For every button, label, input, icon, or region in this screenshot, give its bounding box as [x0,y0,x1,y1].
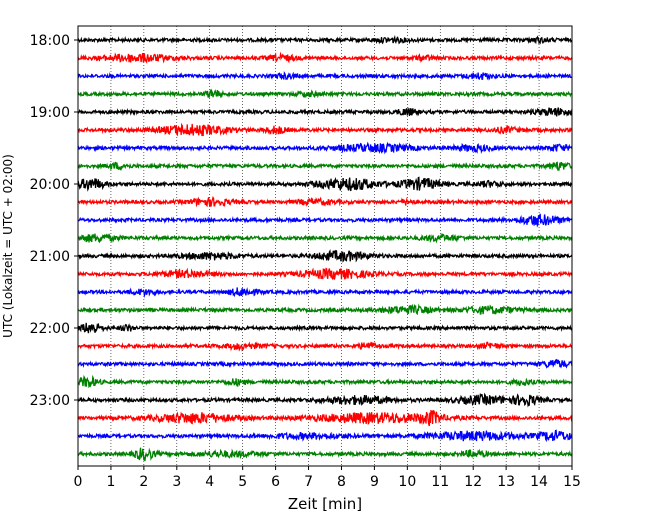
x-tick-label: 2 [139,474,148,490]
x-tick-label: 10 [398,474,416,490]
y-tick-label: 20:00 [30,177,70,193]
trace-21-30 [77,287,573,299]
y-axis-label: UTC (Lokalzeit = UTC + 02:00) [1,154,15,338]
trace-20-15 [77,195,573,208]
x-tick-label: 7 [304,474,313,490]
x-tick-label: 5 [238,474,247,490]
trace-22-30 [77,358,573,369]
y-tick-label: 19:00 [30,105,70,121]
trace-18-30 [77,71,573,81]
x-tick-label: 14 [530,474,548,490]
x-tick-label: 13 [497,474,515,490]
y-tick-label: 23:00 [30,393,70,409]
trace-21-00 [77,249,573,263]
x-tick-label: 9 [370,474,379,490]
trace-23-15 [77,409,573,427]
trace-19-15 [77,122,573,137]
trace-21-15 [77,267,573,281]
trace-18-15 [77,51,573,64]
trace-18-45 [77,88,573,99]
trace-20-45 [77,232,573,244]
x-tick-label: 4 [205,474,214,490]
x-tick-label: 12 [464,474,482,490]
plot-frame [77,25,573,467]
y-axis: 18:00 19:00 20:00 21:00 22:00 23:00 [30,33,78,409]
y-tick-label: 21:00 [30,249,70,265]
trace-19-30 [77,141,573,155]
trace-22-00 [77,322,573,334]
trace-group [77,34,573,462]
trace-20-00 [77,176,573,192]
x-tick-label: 3 [172,474,181,490]
trace-23-45 [77,447,573,462]
trace-19-00 [77,107,573,117]
trace-23-00 [77,392,573,408]
trace-18-00 [77,34,573,45]
x-tick-label: 1 [106,474,115,490]
trace-20-30 [77,213,573,228]
y-tick-label: 18:00 [30,33,70,49]
trace-22-45 [77,374,573,389]
x-tick-label: 11 [431,474,449,490]
trace-23-30 [77,429,573,443]
x-tick-label: 15 [563,474,581,490]
x-tick-label: 6 [271,474,280,490]
x-axis: 0 1 2 3 4 5 6 7 8 9 10 11 12 13 14 15 [74,466,581,490]
trace-19-45 [77,161,573,171]
x-tick-label: 8 [337,474,346,490]
trace-21-45 [77,303,573,316]
trace-22-15 [77,341,573,352]
x-tick-label: 0 [74,474,83,490]
y-tick-label: 22:00 [30,321,70,337]
x-axis-label: Zeit [min] [288,495,362,513]
